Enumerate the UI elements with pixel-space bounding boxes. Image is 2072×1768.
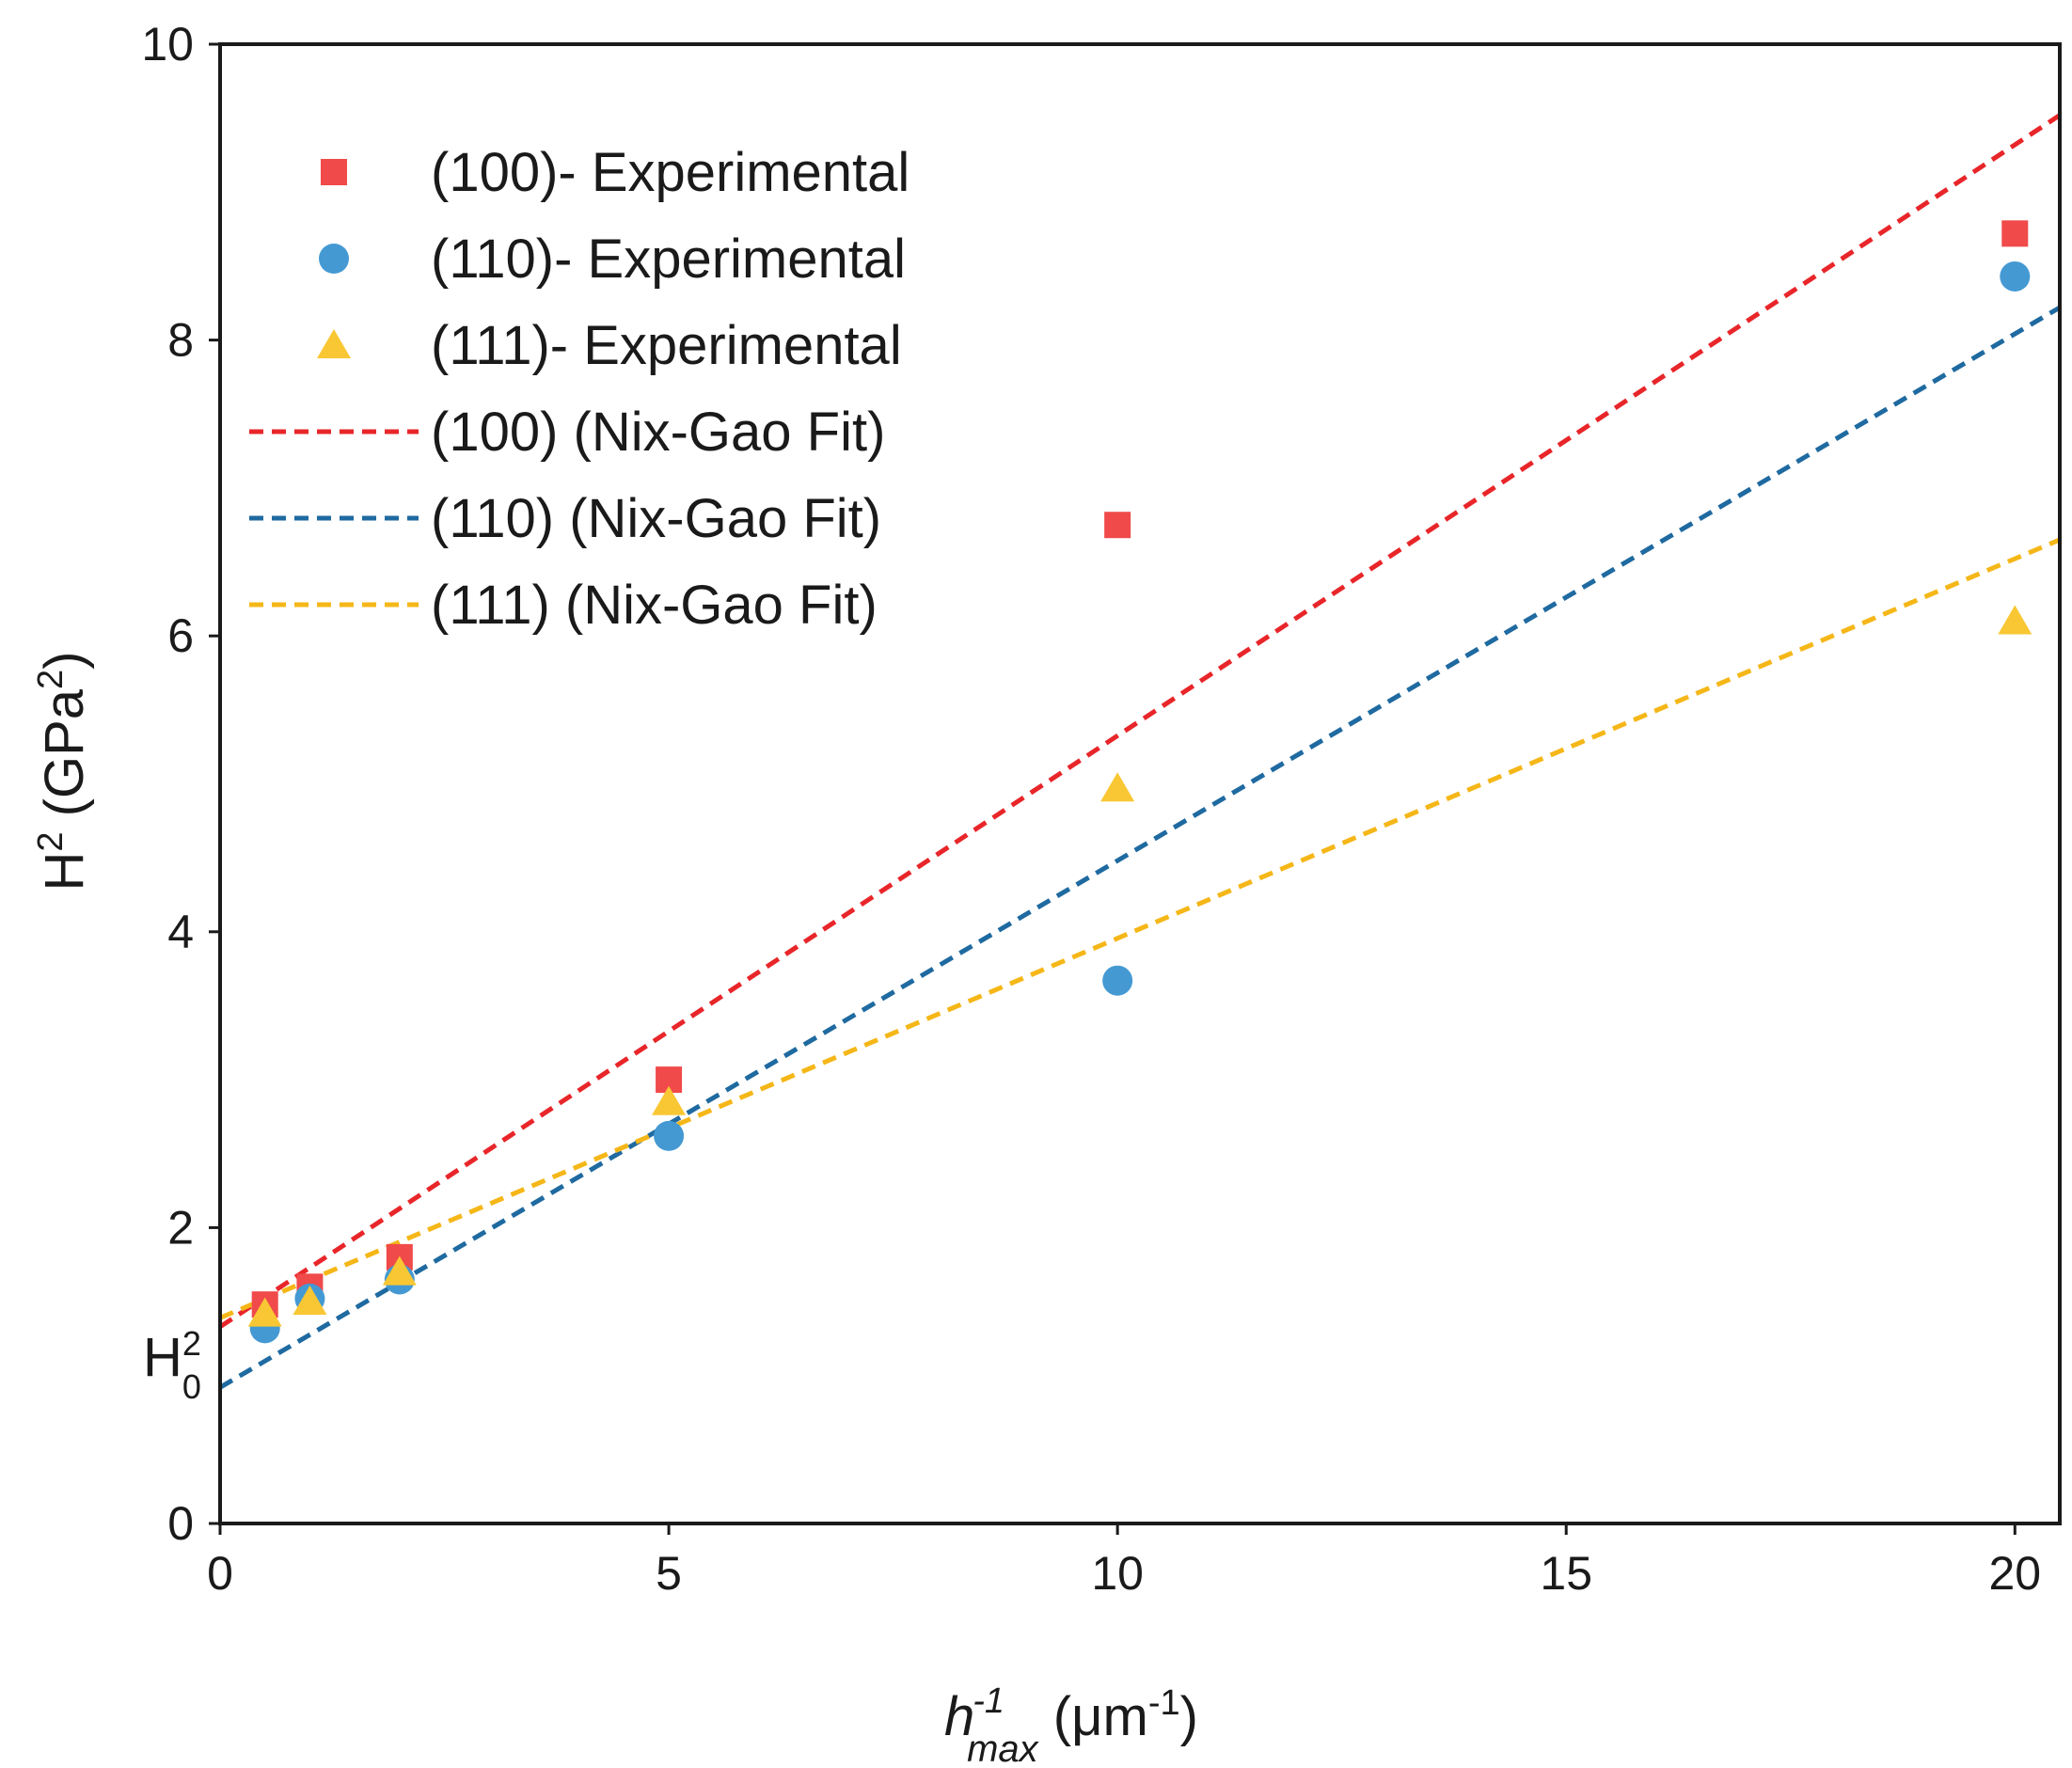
marker-111-experimental bbox=[293, 1286, 327, 1316]
x-tick-label: 0 bbox=[207, 1547, 233, 1600]
legend-swatch-100-experimental bbox=[321, 159, 347, 185]
marker-100-experimental bbox=[1104, 512, 1131, 539]
marker-110-experimental bbox=[654, 1120, 685, 1151]
fit-lines bbox=[218, 113, 2062, 1390]
marker-110-experimental bbox=[2000, 260, 2031, 292]
y-tick-label: 10 bbox=[141, 18, 194, 71]
x-axis-title: h-1 max (μm-1) bbox=[944, 1681, 1198, 1768]
x-tick-label: 20 bbox=[1988, 1547, 2041, 1600]
legend-swatch-110-experimental bbox=[319, 244, 349, 274]
y-tick-label: 2 bbox=[167, 1201, 194, 1254]
fit-line-110-nix-gao-fit bbox=[218, 305, 2062, 1390]
marker-111-experimental bbox=[247, 1297, 282, 1327]
h0-squared-annotation: H2 0 bbox=[143, 1324, 201, 1406]
marker-111-experimental bbox=[1998, 605, 2032, 635]
y-tick-label: 8 bbox=[167, 314, 194, 367]
legend-label-100-nix-gao-fit: (100) (Nix-Gao Fit) bbox=[431, 402, 885, 463]
y-tick-label: 0 bbox=[167, 1497, 194, 1550]
marker-111-experimental bbox=[1100, 772, 1135, 802]
axis-ticks: 0 5 10 15 20 0 2 4 6 8 10 bbox=[141, 18, 2041, 1600]
legend-swatch-111-experimental bbox=[317, 329, 351, 358]
legend-label-111-nix-gao-fit: (111) (Nix-Gao Fit) bbox=[431, 575, 878, 636]
legend-label-111-experimental: (111)- Experimental bbox=[431, 315, 902, 376]
marker-111-experimental bbox=[382, 1255, 417, 1286]
fit-line-100-nix-gao-fit bbox=[218, 113, 2062, 1329]
x-tick-label: 15 bbox=[1540, 1547, 1592, 1600]
marker-111-experimental bbox=[652, 1085, 687, 1115]
legend-label-110-experimental: (110)- Experimental bbox=[431, 229, 906, 290]
fit-line-111-nix-gao-fit bbox=[219, 537, 2061, 1320]
x-tick-label: 5 bbox=[656, 1547, 682, 1600]
legend-label-100-experimental: (100)- Experimental bbox=[431, 142, 909, 203]
legend-label-110-nix-gao-fit: (110) (Nix-Gao Fit) bbox=[431, 488, 881, 549]
y-axis-title: H2 (GPa2) bbox=[31, 652, 95, 892]
legend: (100)- Experimental (110)- Experimental (1… bbox=[249, 142, 909, 636]
marker-110-experimental bbox=[1102, 965, 1133, 996]
plot-frame bbox=[218, 42, 2062, 1525]
y-tick-label: 6 bbox=[167, 609, 194, 662]
x-tick-label: 10 bbox=[1091, 1547, 1144, 1600]
data-markers bbox=[247, 220, 2032, 1344]
marker-100-experimental bbox=[2001, 220, 2029, 247]
y-tick-label: 4 bbox=[167, 906, 194, 958]
